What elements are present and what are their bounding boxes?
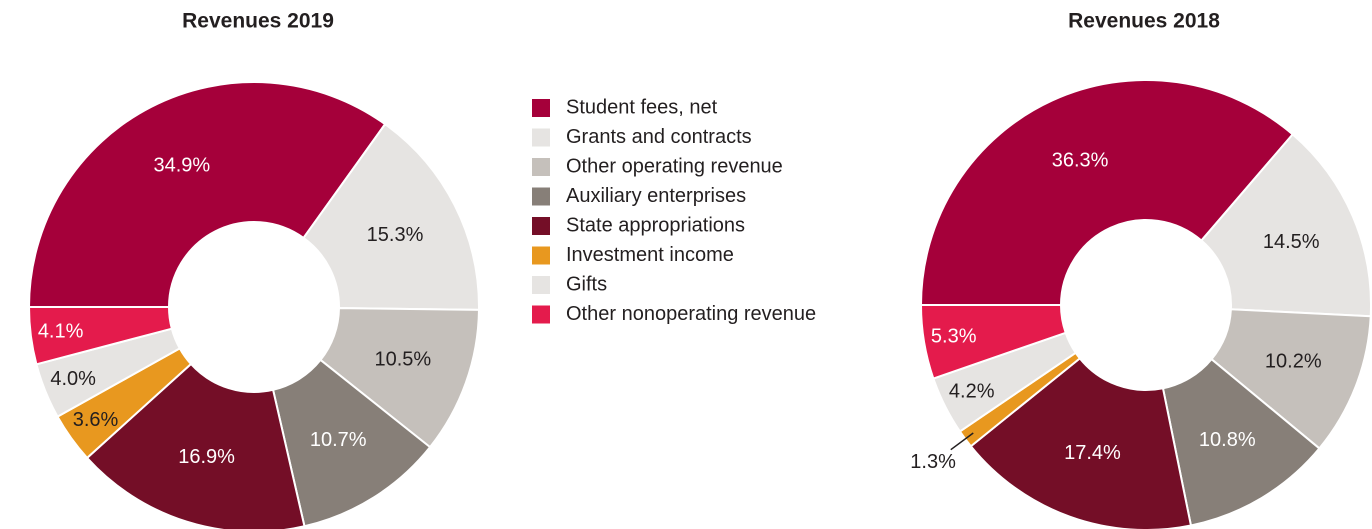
legend-label: Other operating revenue bbox=[566, 155, 783, 177]
legend-swatch bbox=[532, 305, 550, 324]
data-label: 4.1% bbox=[38, 320, 84, 342]
donut-slice bbox=[919, 79, 1295, 306]
legend-swatch bbox=[532, 276, 550, 294]
legend-swatch bbox=[532, 128, 550, 147]
leader-line bbox=[950, 432, 974, 451]
data-label: 16.9% bbox=[178, 446, 235, 468]
legend-label: Auxiliary enterprises bbox=[566, 185, 746, 207]
data-label: 4.2% bbox=[949, 381, 995, 403]
data-label: 17.4% bbox=[1064, 442, 1121, 464]
data-label: 34.9% bbox=[153, 155, 210, 177]
legend-swatch bbox=[532, 158, 550, 176]
data-label: 10.5% bbox=[374, 348, 431, 370]
legend-swatch bbox=[532, 99, 550, 117]
legend-label: Gifts bbox=[566, 273, 607, 295]
donut-slice bbox=[919, 304, 1067, 380]
chart-title: Revenues 2019 bbox=[182, 10, 334, 33]
legend-label: State appropriations bbox=[566, 214, 745, 236]
legend-swatch bbox=[532, 246, 550, 265]
data-label: 14.5% bbox=[1263, 231, 1320, 253]
data-label: 36.3% bbox=[1052, 150, 1109, 172]
donut-slice bbox=[1200, 132, 1372, 318]
data-label: 10.7% bbox=[310, 429, 367, 451]
data-label: 10.2% bbox=[1265, 351, 1322, 373]
legend-label: Investment income bbox=[566, 244, 734, 266]
legend-swatch bbox=[532, 217, 550, 235]
legend-swatch bbox=[532, 187, 550, 206]
donut-slice bbox=[27, 81, 387, 308]
legend-label: Grants and contracts bbox=[566, 126, 752, 148]
donut-slice bbox=[27, 306, 174, 366]
legend-label: Other nonoperating revenue bbox=[566, 303, 816, 325]
donut-slice bbox=[302, 122, 480, 311]
legend-label: Student fees, net bbox=[566, 96, 718, 118]
data-label: 4.0% bbox=[50, 368, 96, 390]
chart-title: Revenues 2018 bbox=[1068, 10, 1220, 33]
data-label: 1.3% bbox=[910, 451, 956, 473]
data-label: 15.3% bbox=[367, 224, 424, 246]
data-label: 3.6% bbox=[73, 409, 119, 431]
donut-slice bbox=[271, 358, 432, 528]
donut-slice bbox=[1161, 357, 1321, 527]
data-label: 5.3% bbox=[931, 326, 977, 348]
donut-slice bbox=[85, 362, 306, 529]
data-label: 10.8% bbox=[1199, 429, 1256, 451]
